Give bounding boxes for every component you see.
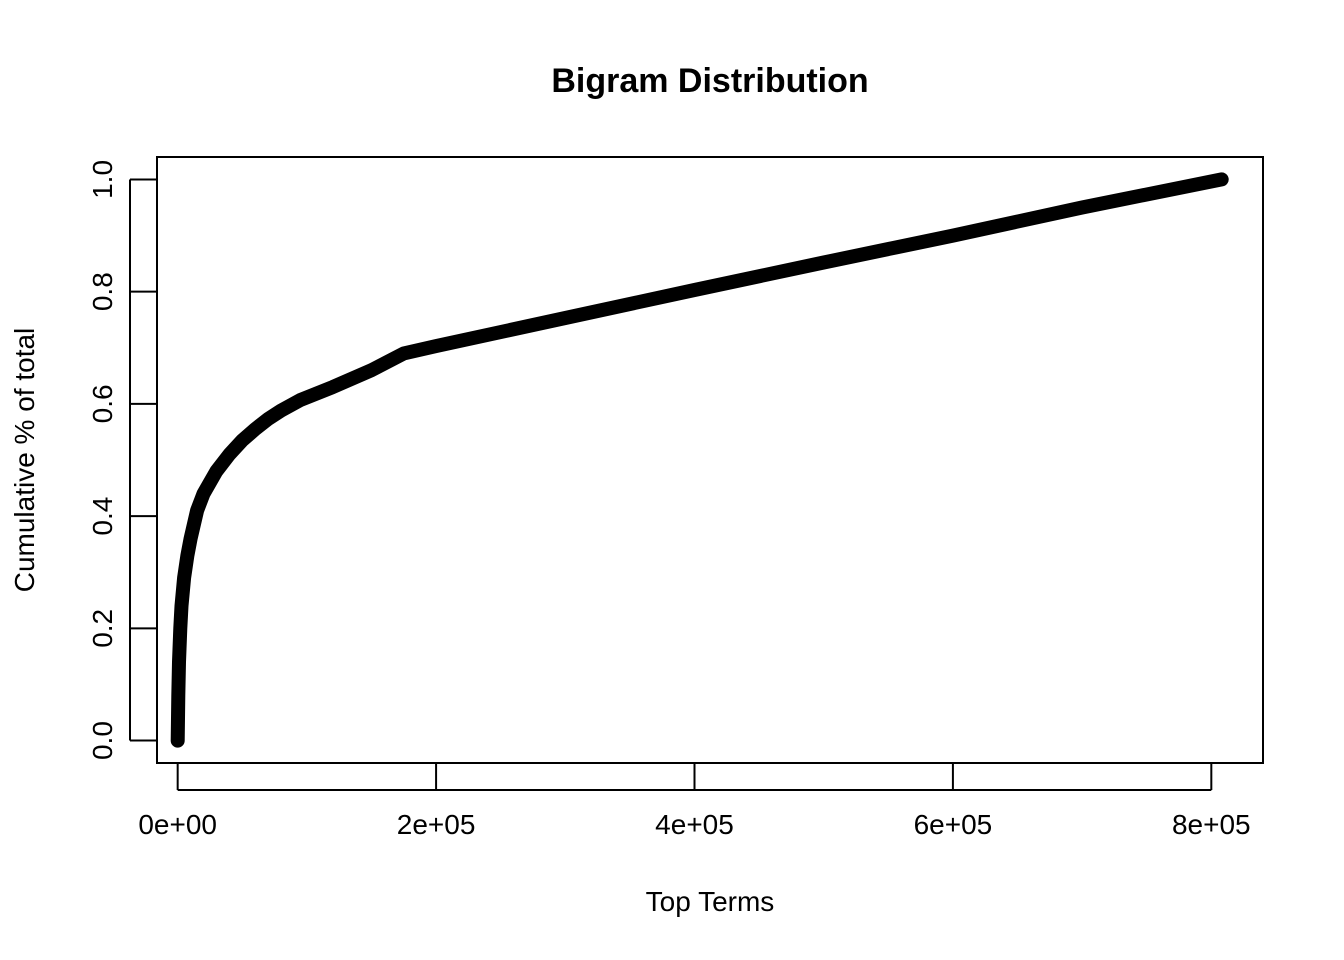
y-axis: 0.0 0.2 0.4 0.6 0.8 1.0	[87, 160, 156, 760]
series-line	[170, 172, 1229, 748]
x-axis-label: Top Terms	[646, 886, 775, 917]
y-tick-label: 0.0	[87, 721, 118, 760]
x-tick-label: 8e+05	[1172, 809, 1251, 840]
y-tick-label: 0.6	[87, 384, 118, 423]
x-tick-label: 6e+05	[914, 809, 993, 840]
series-layer	[170, 172, 1229, 748]
x-axis: 0e+00 2e+05 4e+05 6e+05 8e+05	[138, 764, 1251, 840]
y-tick-label: 0.2	[87, 609, 118, 648]
chart-title: Bigram Distribution	[551, 62, 868, 100]
x-tick-label: 4e+05	[655, 809, 734, 840]
x-tick-label: 0e+00	[138, 809, 217, 840]
y-tick-label: 0.4	[87, 497, 118, 536]
plot-frame	[156, 156, 1264, 764]
y-axis-label: Cumulative % of total	[9, 328, 40, 593]
y-tick-label: 1.0	[87, 160, 118, 199]
x-tick-label: 2e+05	[397, 809, 476, 840]
y-tick-label: 0.8	[87, 272, 118, 311]
